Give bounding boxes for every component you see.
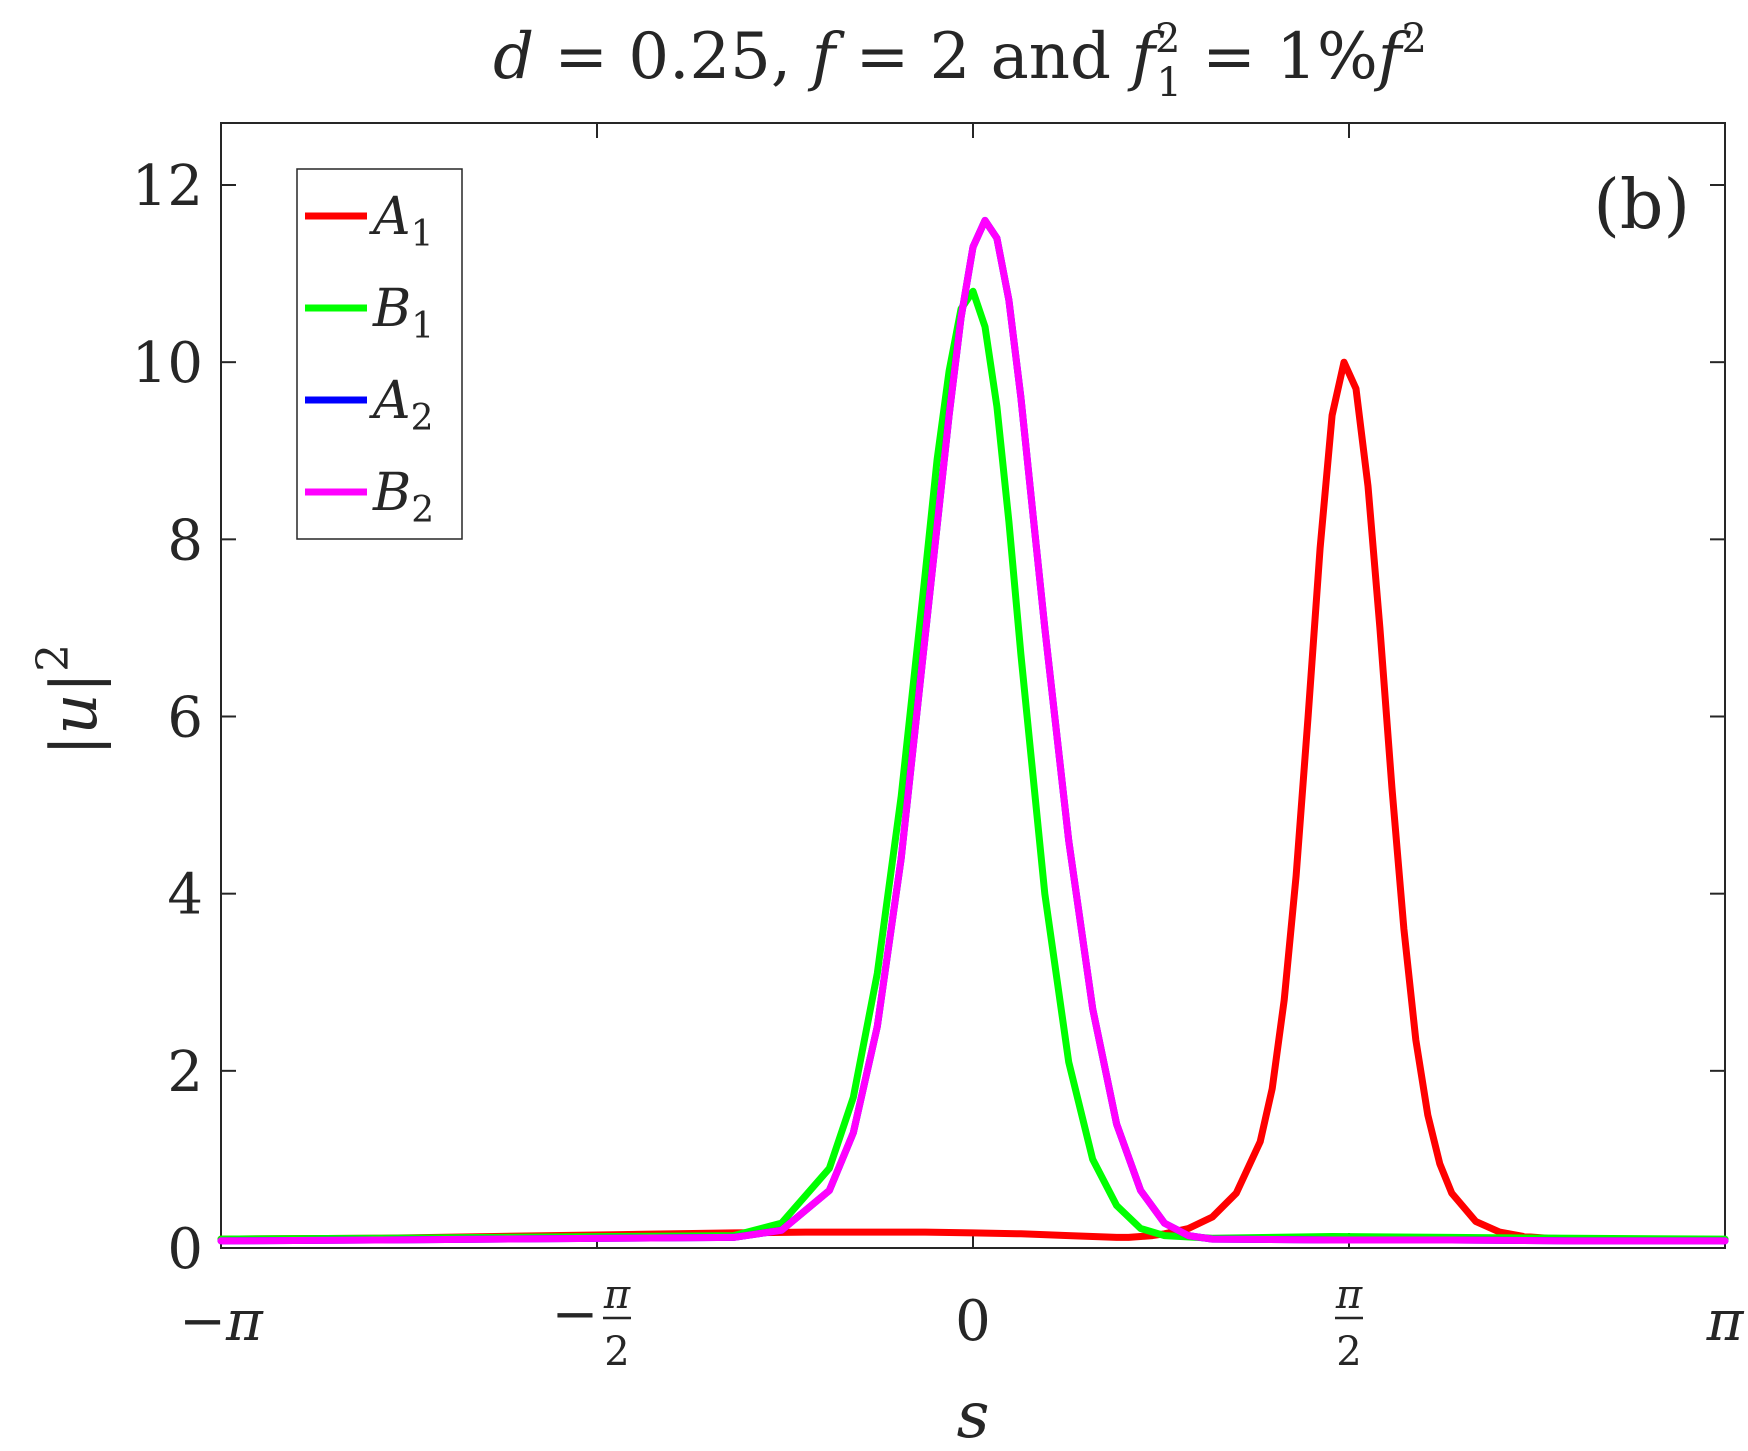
- title-f1-sub: 1: [1156, 60, 1181, 106]
- title-d: d: [493, 20, 534, 94]
- y-tick-label-1: 2: [167, 1040, 203, 1105]
- legend-label-b2: B2: [372, 463, 434, 531]
- x-tick-label-den: 2: [604, 1329, 629, 1375]
- legend-box: [296, 168, 463, 540]
- y-tick-label-2: 4: [167, 863, 203, 928]
- chart-title: d = 0.25, f = 2 and f2 1 = 1%f2: [493, 16, 1427, 106]
- title-eq2: = 2 and: [835, 20, 1131, 94]
- y-axis-label-sup: 2: [28, 644, 79, 672]
- x-tick-label-4: π: [1706, 1289, 1745, 1354]
- series-group: [217, 216, 1729, 1245]
- y-axis-label: |u|2: [28, 644, 112, 756]
- x-tick-label-num: π: [1335, 1272, 1363, 1318]
- x-tick-labels: −π − π2 0 π2 π: [179, 1272, 1744, 1375]
- legend: A1 B1 A2 B2: [296, 168, 463, 540]
- y-tick-label-6: 12: [132, 154, 203, 219]
- x-tick-label-1: − π 2: [552, 1272, 631, 1375]
- plot-area: [220, 122, 1726, 1249]
- series-line-a1: [217, 358, 1729, 1244]
- x-tick-label-num: π: [603, 1272, 631, 1318]
- series-line-b2: [217, 216, 1729, 1245]
- panel-label: (b): [1593, 166, 1690, 245]
- legend-label-a1: A1: [369, 187, 433, 255]
- legend-label-b1: B1: [372, 279, 434, 347]
- x-axis-label: s: [957, 1379, 990, 1451]
- title-f3-sup: 2: [1401, 16, 1426, 62]
- title-eq1: = 0.25,: [534, 20, 812, 94]
- x-tick-label-2: 0: [955, 1289, 991, 1354]
- series-line-b1: [217, 287, 1729, 1243]
- y-axis-label-base: |u|: [38, 672, 112, 756]
- legend-items: A1 B1 A2 B2: [305, 187, 434, 531]
- y-tick-label-4: 8: [167, 508, 203, 573]
- legend-label-a2: A2: [369, 371, 433, 439]
- title-eq3: = 1%: [1182, 20, 1378, 94]
- x-tick-label-0: −π: [179, 1289, 264, 1354]
- x-tick-label-text: π: [1706, 1289, 1745, 1354]
- x-tick-label-sign: −: [552, 1282, 599, 1347]
- y-tick-label-0: 0: [167, 1217, 203, 1282]
- x-tick-label-text: 0: [955, 1289, 991, 1354]
- x-tick-label-den: 2: [1336, 1329, 1361, 1375]
- y-tick-label-5: 10: [132, 331, 203, 396]
- title-f1-sup: 2: [1155, 16, 1180, 62]
- x-tick-label-3: π2: [1335, 1272, 1364, 1375]
- y-tick-labels: 0 2 4 6 8 10 12: [132, 154, 203, 1282]
- x-tick-label-text: −π: [179, 1289, 264, 1354]
- y-tick-label-3: 6: [167, 686, 203, 751]
